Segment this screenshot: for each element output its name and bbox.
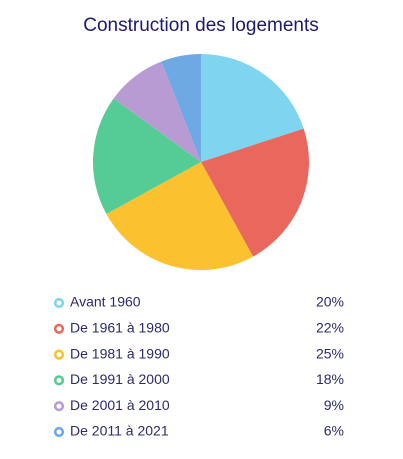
legend-label: De 1981 à 1990 bbox=[70, 345, 170, 361]
legend-label: De 1991 à 2000 bbox=[70, 371, 170, 387]
pie-slice bbox=[93, 98, 201, 215]
legend-marker bbox=[53, 375, 65, 386]
legend-value: 9% bbox=[324, 397, 344, 413]
pie-slice bbox=[201, 54, 304, 162]
legend-value: 20% bbox=[316, 294, 344, 310]
legend-marker bbox=[53, 349, 65, 360]
pie-slice bbox=[113, 61, 201, 163]
legend-value: 22% bbox=[316, 320, 344, 336]
legend-value: 18% bbox=[316, 371, 344, 387]
legend-marker bbox=[53, 401, 65, 412]
legend-value: 6% bbox=[324, 423, 344, 439]
legend-label: De 1961 à 1980 bbox=[70, 320, 170, 336]
pie-slice bbox=[161, 54, 201, 162]
legend-label: Avant 1960 bbox=[70, 294, 141, 310]
legend-marker bbox=[53, 426, 65, 438]
pie-slice bbox=[106, 162, 254, 270]
legend-marker bbox=[53, 323, 65, 334]
legend-label: De 2001 à 2010 bbox=[70, 397, 170, 413]
chart-title: Construction des logements bbox=[83, 15, 319, 36]
pie-slice bbox=[201, 128, 309, 257]
legend-label: De 2011 à 2021 bbox=[70, 423, 169, 439]
legend-marker bbox=[53, 297, 65, 309]
legend-value: 25% bbox=[316, 345, 344, 361]
